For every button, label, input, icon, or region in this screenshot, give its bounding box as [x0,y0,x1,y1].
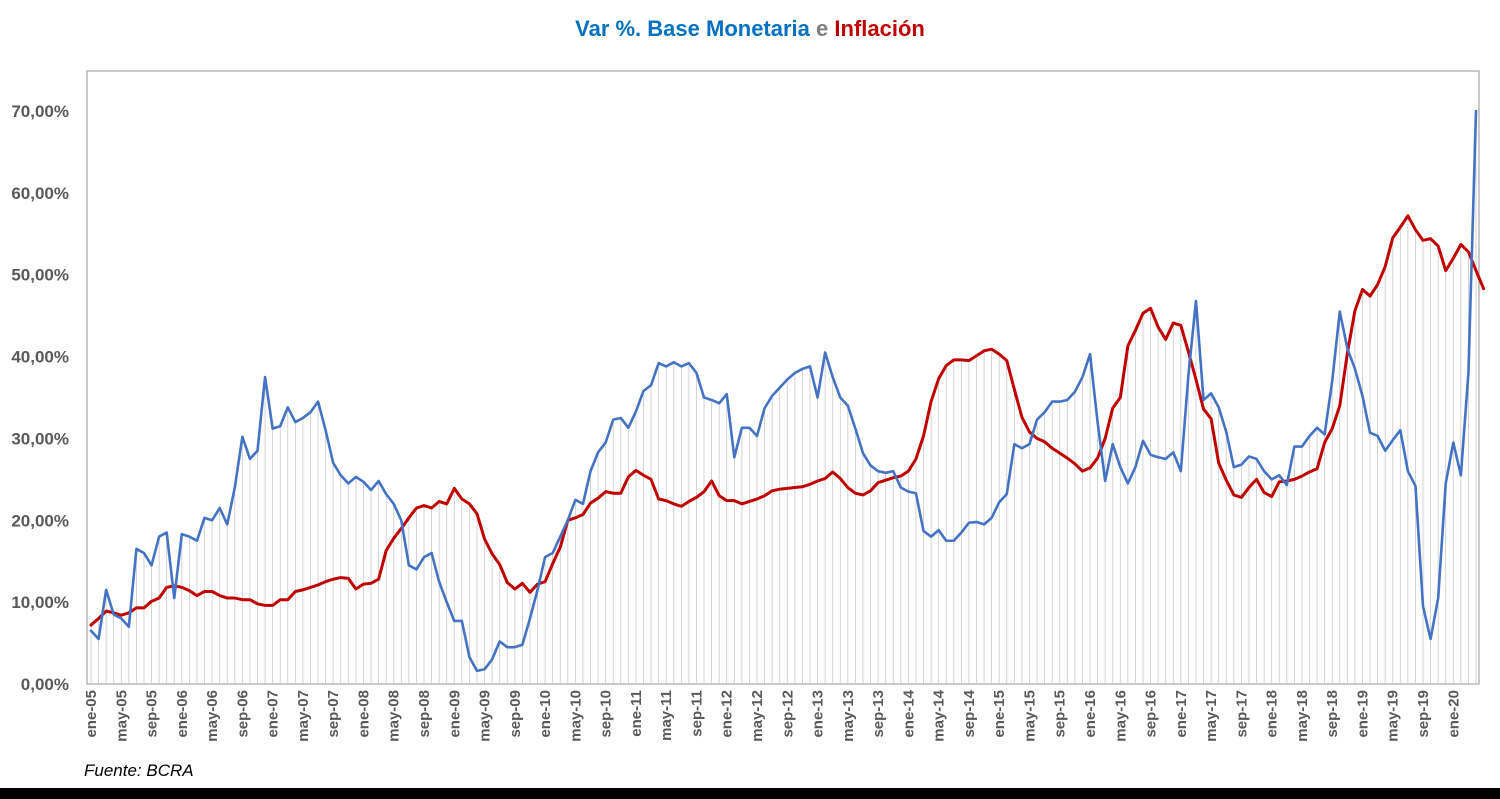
chart-title: Var %. Base Monetaria e Inflación [0,16,1500,42]
x-tick-label: ene-15 [991,690,1008,738]
x-tick-label: sep-16 [1143,690,1160,738]
x-tick-label: sep-06 [234,690,251,738]
y-tick-label: 0,00% [21,675,69,694]
drop-lines [90,111,1477,684]
y-tick-label: 30,00% [11,429,69,448]
x-tick-label: ene-14 [900,689,917,737]
source-note: Fuente: BCRA [84,761,194,780]
x-tick-label: ene-09 [446,690,463,738]
x-tick-label: ene-19 [1354,690,1371,738]
x-tick-label: ene-12 [719,690,736,738]
x-tick-label: may-17 [1203,690,1220,742]
y-tick-label: 20,00% [11,511,69,530]
x-tick-label: sep-15 [1052,690,1069,738]
x-tick-label: may-12 [749,690,766,742]
x-tick-label: may-15 [1021,690,1038,742]
x-tick-label: may-10 [567,690,584,742]
x-tick-label: may-13 [840,690,857,742]
x-tick-label: may-16 [1112,690,1129,742]
x-tick-label: ene-18 [1264,690,1281,738]
x-tick-label: ene-17 [1173,690,1190,738]
plot-area-border [86,70,1480,685]
x-tick-label: may-08 [386,690,403,742]
series-line-base_monetaria [89,109,1478,673]
x-tick-label: may-14 [931,689,948,741]
y-tick-label: 50,00% [11,266,69,285]
x-tick-label: may-18 [1294,690,1311,742]
x-tick-label: sep-10 [598,690,615,738]
y-tick-label: 40,00% [11,348,69,367]
x-tick-label: ene-10 [537,690,554,738]
x-tick-label: sep-12 [779,690,796,738]
x-tick-label: sep-14 [961,689,978,737]
x-tick-label: ene-20 [1445,690,1462,738]
y-tick-label: 10,00% [11,593,69,612]
x-tick-label: sep-17 [1233,690,1250,738]
x-tick-label: may-11 [658,690,675,741]
series-lines [89,109,1486,673]
x-tick-label: sep-07 [325,690,342,738]
y-tick-label: 60,00% [11,184,69,203]
x-tick-label: sep-18 [1324,690,1341,738]
x-tick-label: ene-05 [83,690,100,738]
x-axis: ene-05 may-05 sep-05 ene-06 may-06 sep-06 ene-… [83,689,1462,741]
title-base-monetaria: Var %. Base Monetaria [575,16,810,41]
x-tick-label: ene-13 [810,690,827,738]
y-tick-label: 70,00% [11,102,69,121]
title-connector: e [816,16,829,41]
x-tick-label: may-19 [1385,690,1402,742]
x-tick-label: sep-08 [416,690,433,738]
x-tick-label: ene-11 [628,690,645,737]
x-tick-label: may-05 [113,690,130,742]
x-tick-label: sep-13 [870,690,887,738]
x-tick-label: sep-09 [507,690,524,738]
x-tick-label: may-07 [295,690,312,742]
x-tick-label: sep-19 [1415,690,1432,738]
x-tick-label: ene-16 [1082,690,1099,738]
x-tick-label: sep-05 [144,690,161,738]
x-tick-label: ene-06 [174,690,191,738]
y-axis: 0,00% 10,00% 20,00% 30,00% 40,00% 50,00% 60,00… [11,102,69,694]
x-tick-label: sep-11 [688,690,705,737]
title-inflacion: Inflación [834,16,925,41]
x-tick-label: may-09 [477,690,494,742]
series-line-inflacion [89,214,1486,627]
bottom-bar [0,788,1500,799]
x-tick-label: ene-07 [265,690,282,738]
x-tick-label: may-06 [204,690,221,742]
x-tick-label: ene-08 [355,690,372,738]
